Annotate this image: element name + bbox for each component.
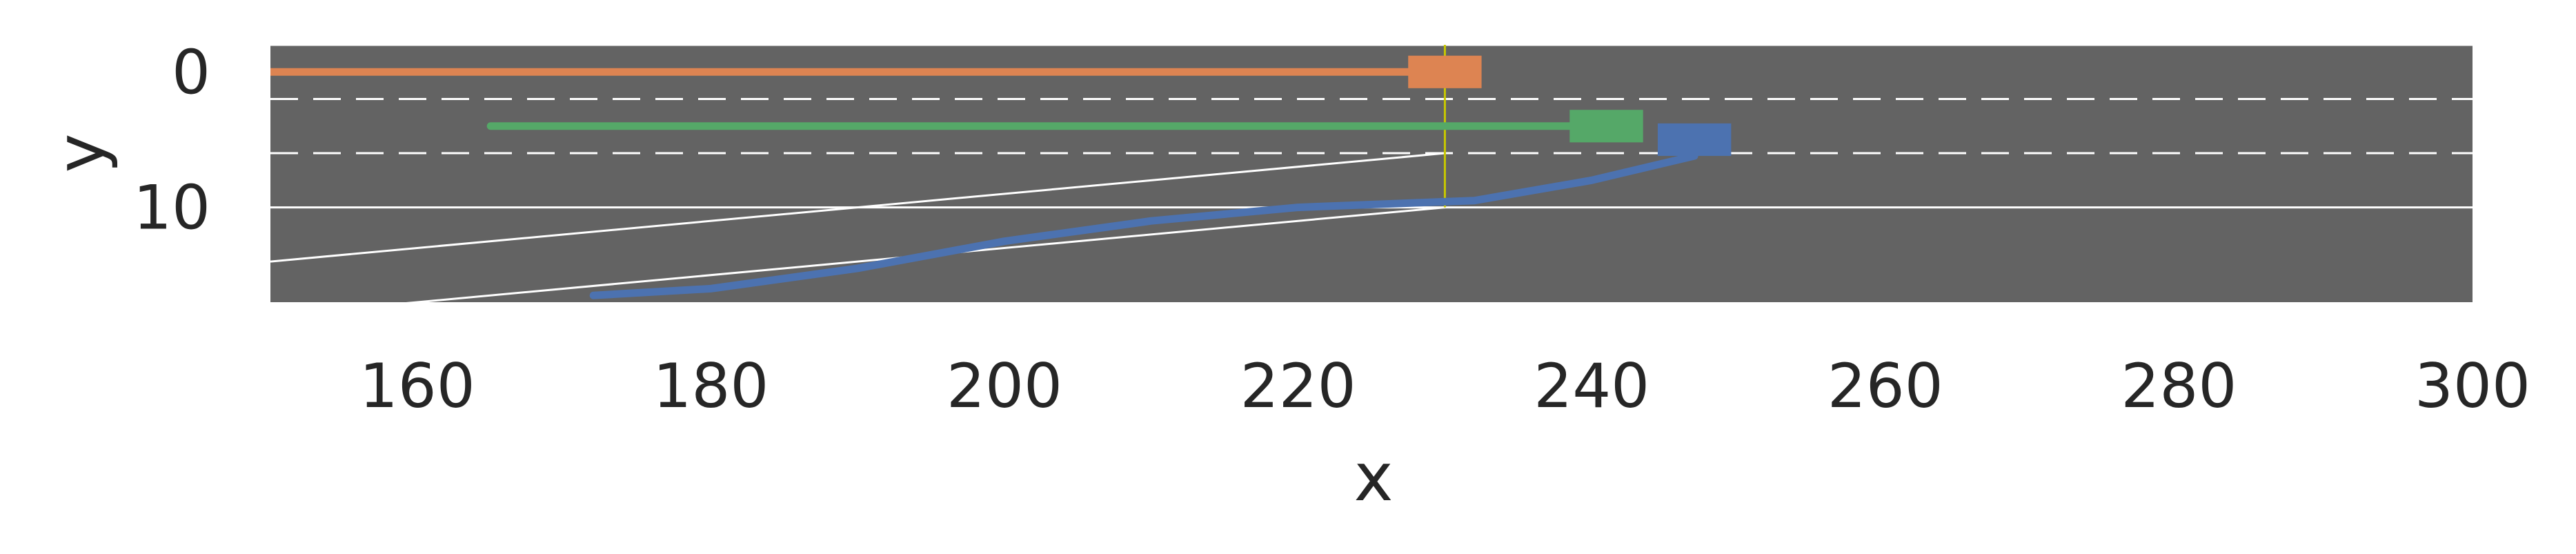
- x-tick-label-280: 280: [2121, 350, 2237, 422]
- vehicle-green: [1569, 110, 1643, 143]
- x-tick-label-220: 220: [1240, 350, 1356, 422]
- ramp-edge-1: [406, 206, 1445, 302]
- plot-area: [270, 45, 2473, 302]
- vehicle-blue: [1657, 123, 1732, 156]
- x-axis-ticks: 160 180 200 220 240 260 280 300: [359, 350, 2530, 422]
- y-tick-label-0: 0: [172, 37, 210, 108]
- y-axis-ticks: 0 10: [133, 37, 210, 243]
- vehicle-orange: [1408, 55, 1482, 88]
- y-axis-label: y: [42, 134, 119, 173]
- x-tick-label-160: 160: [359, 350, 475, 422]
- ramp-edge-0: [270, 152, 1445, 263]
- plot-content: [270, 45, 2473, 302]
- x-tick-label-260: 260: [1827, 350, 1943, 422]
- x-tick-label-300: 300: [2415, 350, 2530, 422]
- trajectory-blue: [589, 152, 1698, 299]
- x-tick-label-180: 180: [653, 350, 769, 422]
- x-axis-label: x: [1354, 439, 1394, 516]
- road-surface: [270, 45, 2473, 302]
- x-tick-label-200: 200: [947, 350, 1062, 422]
- y-tick-label-10: 10: [133, 172, 210, 244]
- x-tick-label-240: 240: [1534, 350, 1649, 422]
